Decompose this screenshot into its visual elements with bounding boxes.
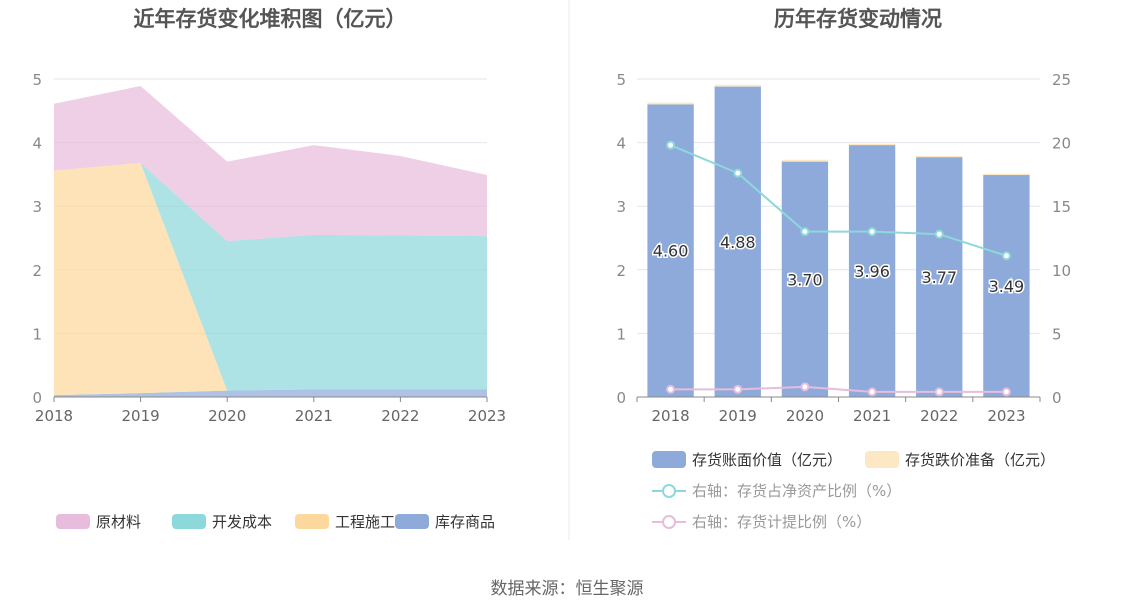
line-point [934,387,944,397]
data-source-note: 数据来源：恒生聚源 [490,579,644,599]
left-chart-title: 近年存货变化堆积图（亿元） [134,7,407,31]
y-tick-label: 4 [616,135,626,153]
area-开发成本 [54,162,487,391]
bar-provision [781,159,829,162]
x-tick-label: 2021 [853,407,891,425]
y2-tick-label: 0 [1052,389,1062,407]
legend-label: 开发成本 [212,513,272,531]
area-工程施工 [54,162,487,396]
legend-label: 原材料 [96,513,141,531]
left-legend: 原材料 开发成本 工程施工 库存商品 [56,513,495,531]
legend-label: 右轴：存货计提比例（%） [692,513,871,531]
y-tick-label: 3 [616,198,626,216]
line-point [666,384,676,394]
x-tick-label: 2021 [295,407,333,425]
line-point [733,384,743,394]
bar-book-value [916,157,963,397]
legend-swatch [395,514,429,529]
line-point [800,227,810,237]
y2-tick-label: 5 [1052,325,1062,343]
bar-data-label: 4.88 [720,233,756,252]
legend-swatch [172,514,206,529]
legend-swatch [865,451,899,468]
bar-provision [848,143,896,146]
legend-label: 存货跌价准备（亿元） [905,451,1055,469]
legend-label: 右轴：存货占净资产比例（%） [692,482,901,500]
x-tick-label: 2022 [381,407,419,425]
line-point [867,227,877,237]
area-原材料 [54,85,487,242]
legend-label: 存货账面价值（亿元） [692,451,842,469]
bar-provision [916,155,963,158]
right-legend: 存货账面价值（亿元） 存货跌价准备（亿元）右轴：存货占净资产比例（%） 右轴：存货计… [652,451,1055,531]
line-point [666,140,676,150]
legend-swatch [652,451,686,468]
left-chart: 0 1 2 3 4 5 2018 2019 2020 2021 2022 2023 [32,71,506,425]
x-tick-label: 2020 [208,407,246,425]
y2-tick-label: 15 [1052,198,1071,216]
x-tick-label: 2022 [920,407,958,425]
y-tick-label: 0 [32,389,42,407]
x-tick-label: 2018 [35,407,73,425]
bar-book-value [848,145,896,397]
line-point [733,168,743,178]
y-tick-label: 4 [32,135,42,153]
y-tick-label: 2 [616,262,626,280]
y2-tick-label: 25 [1052,71,1071,89]
bar-provision [714,84,761,87]
x-tick-label: 2023 [468,407,506,425]
bar-data-label: 3.96 [854,262,890,281]
bar-book-value [983,175,1030,397]
line-point [1001,251,1011,261]
bar-book-value [781,161,829,397]
legend-label: 工程施工 [335,513,395,531]
bar-data-label: 3.70 [787,270,823,289]
y-tick-label: 1 [616,325,626,343]
line-右轴：存货计提比例（%） [670,385,1007,393]
y-tick-label: 3 [32,198,42,216]
line-point [800,382,810,392]
y-tick-label: 1 [32,325,42,343]
line-point [934,229,944,239]
x-tick-label: 2019 [122,407,160,425]
right-chart-title: 历年存货变动情况 [774,7,942,31]
x-tick-label: 2023 [987,407,1025,425]
bar-provision [647,102,694,105]
right-chart: 0 1 2 3 4 5 0 5 10 15 20 25 4.60 4.88 3.70 3.96 3.77 3.49… [616,71,1071,425]
legend-marker [662,515,676,529]
legend-label: 库存商品 [435,513,495,531]
y-tick-label: 0 [616,389,626,407]
line-右轴：存货占净资产比例（%） [670,144,1007,257]
legend-marker [662,484,676,498]
bar-data-label: 4.60 [653,242,689,261]
bar-book-value [647,104,694,397]
bar-book-value [714,86,761,397]
area-库存商品 [54,389,487,397]
bar-provision [983,173,1030,176]
y-tick-label: 5 [616,71,626,89]
bar-data-label: 3.77 [921,268,957,287]
line-point [1001,387,1011,397]
legend-swatch [56,514,90,529]
bar-data-label: 3.49 [989,277,1025,296]
x-tick-label: 2019 [719,407,757,425]
y-tick-label: 2 [32,262,42,280]
y-tick-label: 5 [32,71,42,89]
legend-swatch [295,514,329,529]
x-tick-label: 2020 [786,407,824,425]
y2-tick-label: 20 [1052,135,1071,153]
x-tick-label: 2018 [651,407,689,425]
line-point [867,387,877,397]
y2-tick-label: 10 [1052,262,1071,280]
